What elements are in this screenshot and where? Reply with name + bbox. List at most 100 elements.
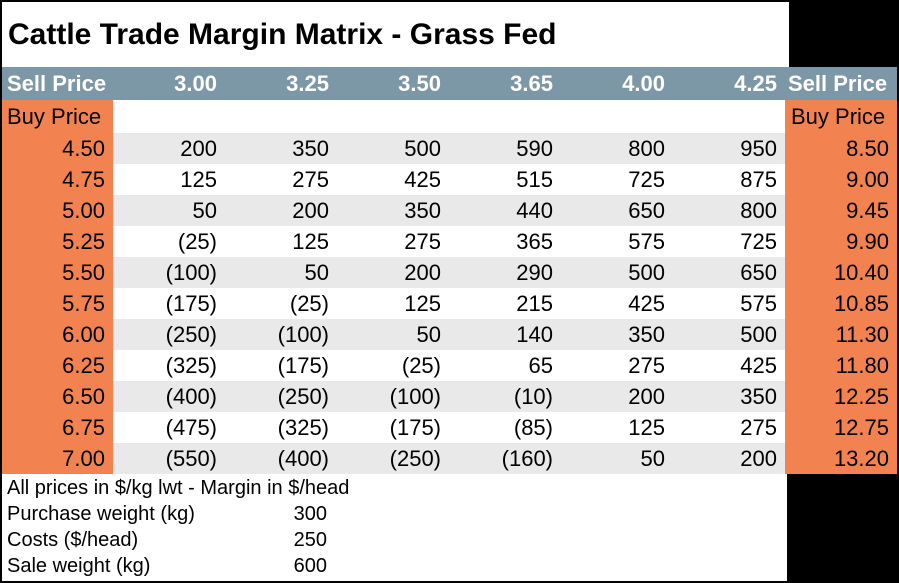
margin-cell: 500 (561, 257, 673, 288)
param-row: Costs ($/head) 250 (2, 528, 787, 554)
buy-price-cell-right: 9.90 (785, 226, 897, 257)
margin-cell: 515 (516, 166, 553, 192)
buy-price-cell-right: 11.30 (785, 319, 897, 350)
margin-cell: (250) (337, 443, 449, 474)
margin-cell: (100) (337, 381, 449, 412)
sell-price-col-header: 4.00 (622, 70, 665, 96)
margin-cell: (175) (165, 290, 217, 316)
buy-price-cell: 6.25 (2, 350, 113, 381)
sell-price-col-header: 3.00 (174, 70, 217, 96)
buy-price-cell: 5.25 (2, 226, 113, 257)
param-row: Purchase weight (kg) 300 (2, 502, 787, 528)
param-row: Sale weight (kg) 600 (2, 553, 787, 579)
margin-cell: 590 (449, 133, 561, 164)
margin-cell: (550) (113, 443, 225, 474)
buy-price-cell: 6.00 (2, 319, 113, 350)
buy-price-right-label: Buy Price (785, 100, 897, 133)
sell-price-col-header: 3.50 (398, 70, 441, 96)
sell-price-right-label: Sell Price (788, 70, 888, 96)
param-label: Purchase weight (kg) (7, 503, 195, 526)
title-bar: Cattle Trade Margin Matrix - Grass Fed (2, 2, 789, 67)
margin-cell: (25) (401, 352, 441, 378)
margin-cell: 725 (740, 228, 777, 254)
margin-cell: 650 (673, 257, 785, 288)
margin-cell: (325) (277, 414, 329, 440)
margin-cell: (10) (449, 381, 561, 412)
margin-cell: 65 (528, 352, 553, 378)
buy-price-cell: 4.75 (2, 164, 113, 195)
margin-cell: 125 (180, 166, 217, 192)
buy-price-cell-right: 10.40 (785, 257, 897, 288)
margin-cell: (25) (289, 290, 329, 316)
matrix-body: 4.50 200 350 500 590 800 950 8.50 4.75 125 275 425 5… (2, 133, 897, 474)
sell-price-col-header: 3.25 (286, 70, 329, 96)
table-row: 6.50 (400) (250) (100) (10) 200 350 12.25 (2, 381, 897, 412)
buy-price-cell: 6.50 (2, 381, 113, 412)
margin-cell: (175) (277, 352, 329, 378)
margin-cell: 500 (673, 319, 785, 350)
buy-price-cell-right: 11.80 (785, 350, 897, 381)
margin-cell: 275 (740, 414, 777, 440)
page-title: Cattle Trade Margin Matrix - Grass Fed (8, 17, 557, 51)
margin-cell: (400) (225, 443, 337, 474)
margin-cell: (250) (225, 381, 337, 412)
margin-cell: 275 (404, 228, 441, 254)
param-label: Costs ($/head) (7, 528, 139, 551)
table-row: 6.75 (475) (325) (175) (85) 125 275 12.75 (2, 412, 897, 443)
margin-cell: 800 (561, 133, 673, 164)
table-row: 5.00 50 200 350 440 650 800 9.45 (2, 195, 897, 226)
buy-price-cell-right: 12.75 (785, 412, 897, 443)
param-value: 300 (293, 503, 327, 526)
margin-cell: (250) (113, 319, 225, 350)
margin-cell: 125 (628, 414, 665, 440)
param-value: 250 (293, 529, 327, 551)
margin-cell: 425 (740, 352, 777, 378)
table-row: 6.00 (250) (100) 50 140 350 500 11.30 (2, 319, 897, 350)
margin-cell: (325) (165, 352, 217, 378)
margin-cell: 290 (449, 257, 561, 288)
sell-price-col-header: 3.65 (510, 70, 553, 96)
margin-cell: 575 (628, 228, 665, 254)
margin-cell: (25) (177, 228, 217, 254)
margin-cell: 275 (628, 352, 665, 378)
margin-cell: 50 (561, 443, 673, 474)
buy-price-cell-right: 9.00 (785, 164, 897, 195)
buy-price-cell-right: 13.20 (785, 443, 897, 474)
param-label: Sale weight (kg) (7, 554, 151, 577)
buy-price-cell: 5.00 (2, 195, 113, 226)
margin-cell: 50 (337, 319, 449, 350)
margin-cell: 350 (561, 319, 673, 350)
table-row: 4.75 125 275 425 515 725 875 9.00 (2, 164, 897, 195)
margin-cell: 200 (561, 381, 673, 412)
margin-cell: 350 (337, 195, 449, 226)
margin-cell: 950 (673, 133, 785, 164)
margin-cell: 500 (337, 133, 449, 164)
margin-cell: 200 (337, 257, 449, 288)
margin-cell: (400) (113, 381, 225, 412)
table-row: 5.25 (25) 125 275 365 575 725 9.90 (2, 226, 897, 257)
buy-price-left-label: Buy Price (2, 100, 113, 133)
margin-cell: 800 (673, 195, 785, 226)
margin-cell: (475) (165, 414, 217, 440)
table-row: 7.00 (550) (400) (250) (160) 50 200 13.20 (2, 443, 897, 474)
buy-price-row-spacer (113, 100, 785, 133)
buy-price-cell: 7.00 (2, 443, 113, 474)
buy-price-cell: 4.50 (2, 133, 113, 164)
table-row: 4.50 200 350 500 590 800 950 8.50 (2, 133, 897, 164)
margin-cell: 365 (516, 228, 553, 254)
buy-price-cell-right: 10.85 (785, 288, 897, 319)
margin-cell: 125 (404, 290, 441, 316)
units-note: All prices in $/kg lwt - Margin in $/hea… (7, 477, 350, 500)
margin-cell: 440 (449, 195, 561, 226)
margin-cell: 875 (740, 166, 777, 192)
param-value: 600 (293, 554, 327, 577)
margin-cell: 50 (225, 257, 337, 288)
margin-cell: 215 (516, 290, 553, 316)
margin-cell: (100) (225, 319, 337, 350)
footer-panel: All prices in $/kg lwt - Margin in $/hea… (2, 474, 787, 581)
buy-price-row: Buy Price Buy Price (2, 100, 897, 133)
margin-cell: (160) (449, 443, 561, 474)
buy-price-cell-right: 9.45 (785, 195, 897, 226)
margin-cell: 50 (113, 195, 225, 226)
